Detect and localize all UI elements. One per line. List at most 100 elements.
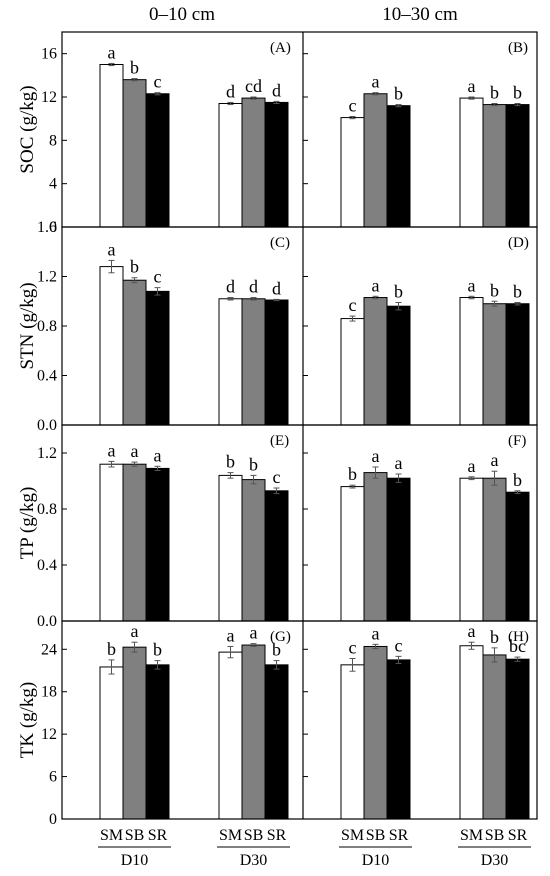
significance-letter: a bbox=[468, 621, 476, 641]
significance-letter: a bbox=[468, 76, 476, 96]
significance-letter: c bbox=[349, 637, 357, 657]
bar-A-D30-SM bbox=[218, 103, 243, 228]
bar-G-D30-SR bbox=[264, 664, 289, 820]
significance-letter: b bbox=[490, 627, 499, 647]
bar-A-D30-SR bbox=[264, 101, 289, 228]
bar-H-D30-SR bbox=[505, 658, 530, 820]
bar-C-D10-SB bbox=[122, 279, 147, 426]
group-label: D30 bbox=[481, 852, 509, 869]
significance-letter: b bbox=[249, 454, 258, 474]
bar-B-D30-SR bbox=[505, 104, 530, 228]
y-tick-label: 4 bbox=[49, 176, 57, 193]
bar-E-D30-SB bbox=[241, 479, 266, 622]
significance-letter: a bbox=[154, 445, 162, 465]
y-tick-label: 1.6 bbox=[37, 219, 57, 236]
group-label: D10 bbox=[362, 852, 390, 869]
y-tick-label: 12 bbox=[41, 726, 57, 743]
treatment-label: SM bbox=[460, 827, 483, 844]
treatment-label: SM bbox=[219, 827, 242, 844]
bar-B-D10-SR bbox=[386, 105, 411, 228]
panel-label: (B) bbox=[508, 40, 528, 56]
significance-letter: b bbox=[513, 83, 522, 103]
significance-letter: c bbox=[349, 295, 357, 315]
y-tick-label: 8 bbox=[49, 132, 57, 149]
significance-letter: b bbox=[490, 83, 499, 103]
significance-letter: a bbox=[468, 275, 476, 295]
significance-letter: a bbox=[108, 239, 116, 259]
significance-letter: bc bbox=[509, 636, 526, 656]
bar-A-D10-SM bbox=[99, 64, 124, 228]
significance-letter: b bbox=[130, 257, 139, 277]
significance-letter: c bbox=[395, 635, 403, 655]
y-tick-label: 6 bbox=[49, 769, 57, 786]
significance-letter: a bbox=[108, 440, 116, 460]
significance-letter: a bbox=[250, 623, 258, 643]
bar-G-D10-SR bbox=[145, 664, 170, 820]
panel-label: (H) bbox=[508, 629, 529, 645]
bar-H-D30-SB bbox=[482, 654, 507, 820]
treatment-label: SB bbox=[244, 827, 264, 844]
y-tick-label: 24 bbox=[41, 641, 57, 658]
treatment-label: SR bbox=[267, 827, 287, 844]
bar-F-D10-SR bbox=[386, 477, 411, 622]
column-title-2: 10–30 cm bbox=[382, 4, 458, 25]
treatment-label: SM bbox=[100, 827, 123, 844]
significance-letter: c bbox=[154, 72, 162, 92]
y-tick-label: 0.4 bbox=[37, 557, 57, 574]
y-tick-label: 0.8 bbox=[37, 318, 57, 335]
treatment-label: SR bbox=[148, 827, 168, 844]
bar-D-D30-SB bbox=[482, 303, 507, 426]
y-axis-label-3: TP (g/kg) bbox=[17, 487, 38, 560]
bar-D-D10-SB bbox=[363, 297, 388, 426]
treatment-label: SB bbox=[366, 827, 386, 844]
significance-letter: b bbox=[153, 640, 162, 660]
treatment-label: SM bbox=[341, 827, 364, 844]
y-tick-label: 12 bbox=[41, 89, 57, 106]
significance-letter: a bbox=[372, 275, 380, 295]
significance-letter: c bbox=[273, 467, 281, 487]
significance-letter: a bbox=[108, 42, 116, 62]
significance-letter: b bbox=[226, 452, 235, 472]
bar-D-D30-SR bbox=[505, 303, 530, 426]
bar-C-D30-SR bbox=[264, 299, 289, 426]
significance-letter: b bbox=[394, 281, 403, 301]
significance-letter: b bbox=[513, 470, 522, 490]
bar-H-D10-SM bbox=[340, 664, 365, 820]
bar-B-D10-SM bbox=[340, 117, 365, 228]
bar-A-D10-SB bbox=[122, 79, 147, 228]
bar-E-D30-SM bbox=[218, 474, 243, 622]
treatment-label: SB bbox=[485, 827, 505, 844]
significance-letter: a bbox=[372, 446, 380, 466]
significance-letter: b bbox=[130, 58, 139, 78]
panel-label: (C) bbox=[270, 235, 290, 251]
y-axis-label-2: STN (g/kg) bbox=[17, 282, 38, 369]
panel-label: (F) bbox=[508, 433, 526, 449]
significance-letter: d bbox=[226, 277, 235, 297]
panel-frame bbox=[61, 620, 538, 820]
significance-letter: b bbox=[272, 640, 281, 660]
bar-E-D10-SB bbox=[122, 463, 147, 622]
bar-F-D10-SM bbox=[340, 486, 365, 622]
group-label: D10 bbox=[121, 852, 149, 869]
significance-letter: a bbox=[131, 621, 139, 641]
bar-H-D10-SB bbox=[363, 645, 388, 820]
panel-label: (G) bbox=[270, 629, 291, 645]
bar-A-D30-SB bbox=[241, 97, 266, 228]
y-tick-label: 0.0 bbox=[37, 417, 57, 434]
y-tick-label: 0 bbox=[49, 219, 57, 236]
y-tick-label: 1.2 bbox=[37, 445, 57, 462]
bar-B-D30-SM bbox=[459, 97, 484, 228]
significance-letter: d bbox=[249, 277, 258, 297]
panel-label: (A) bbox=[270, 40, 291, 56]
significance-letter: cd bbox=[245, 76, 262, 96]
bar-E-D30-SR bbox=[264, 490, 289, 622]
y-axis-label-1: SOC (g/kg) bbox=[17, 85, 38, 173]
bar-E-D10-SM bbox=[99, 463, 124, 622]
significance-letter: d bbox=[226, 81, 235, 101]
bar-G-D30-SM bbox=[218, 651, 243, 820]
significance-letter: a bbox=[491, 450, 499, 470]
significance-letter: b bbox=[348, 464, 357, 484]
bar-G-D10-SB bbox=[122, 646, 147, 820]
significance-letter: a bbox=[372, 623, 380, 643]
bar-D-D10-SM bbox=[340, 318, 365, 426]
